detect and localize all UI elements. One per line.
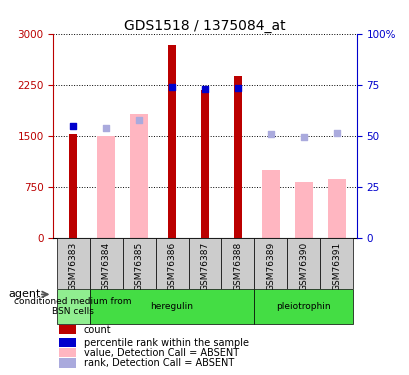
Point — [267, 131, 274, 137]
Bar — [327, 178, 345, 238]
FancyBboxPatch shape — [56, 238, 89, 289]
Text: count: count — [83, 325, 111, 335]
Bar — [59, 338, 76, 347]
Bar — [261, 170, 279, 238]
Bar — [56, 289, 89, 324]
FancyBboxPatch shape — [155, 238, 188, 289]
Bar — [69, 134, 77, 238]
Bar — [89, 289, 254, 324]
Text: heregulin: heregulin — [150, 302, 193, 311]
Text: GSM76384: GSM76384 — [101, 242, 110, 291]
Text: value, Detection Call = ABSENT: value, Detection Call = ABSENT — [83, 348, 238, 358]
Bar — [168, 45, 176, 238]
Point — [70, 123, 76, 129]
Bar — [294, 182, 312, 238]
Text: agent: agent — [8, 290, 40, 299]
FancyBboxPatch shape — [122, 238, 155, 289]
Point — [201, 86, 208, 92]
Bar — [254, 289, 353, 324]
Text: GSM76388: GSM76388 — [233, 242, 242, 291]
Bar — [200, 90, 209, 238]
FancyBboxPatch shape — [89, 238, 122, 289]
Text: pleiotrophin: pleiotrophin — [276, 302, 330, 311]
Bar — [59, 325, 76, 334]
FancyBboxPatch shape — [188, 238, 221, 289]
Bar — [233, 76, 241, 238]
Bar — [59, 358, 76, 368]
Text: conditioned medium from
BSN cells: conditioned medium from BSN cells — [14, 297, 132, 316]
Text: GSM76391: GSM76391 — [332, 242, 341, 291]
Text: percentile rank within the sample: percentile rank within the sample — [83, 338, 248, 348]
FancyBboxPatch shape — [287, 238, 320, 289]
Text: GSM76385: GSM76385 — [134, 242, 143, 291]
Text: GSM76390: GSM76390 — [299, 242, 308, 291]
Text: GSM76389: GSM76389 — [266, 242, 275, 291]
Text: GSM76386: GSM76386 — [167, 242, 176, 291]
Point — [103, 124, 109, 130]
Bar — [59, 348, 76, 357]
FancyBboxPatch shape — [320, 238, 353, 289]
Text: rank, Detection Call = ABSENT: rank, Detection Call = ABSENT — [83, 358, 233, 368]
Text: GSM76387: GSM76387 — [200, 242, 209, 291]
Text: GSM76383: GSM76383 — [68, 242, 77, 291]
FancyBboxPatch shape — [254, 238, 287, 289]
Point — [169, 84, 175, 90]
Bar — [97, 136, 115, 238]
Title: GDS1518 / 1375084_at: GDS1518 / 1375084_at — [124, 19, 285, 33]
Point — [234, 85, 240, 91]
Point — [333, 130, 339, 136]
FancyBboxPatch shape — [221, 238, 254, 289]
Bar — [130, 114, 148, 238]
Point — [135, 117, 142, 123]
Point — [300, 134, 306, 140]
